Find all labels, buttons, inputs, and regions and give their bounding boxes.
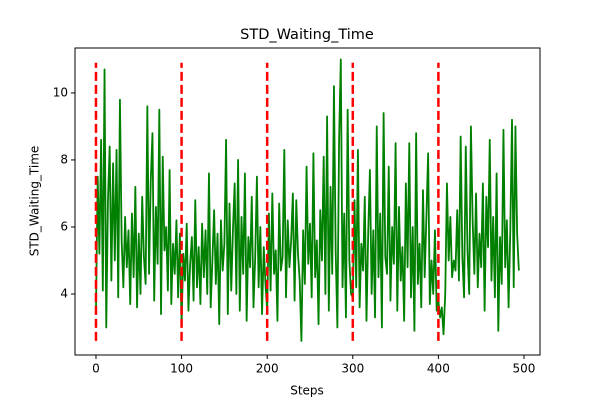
x-axis-label: Steps bbox=[290, 384, 324, 398]
y-tick-label: 4 bbox=[60, 287, 68, 301]
y-tick-label: 10 bbox=[53, 85, 68, 99]
x-tick-label: 0 bbox=[92, 362, 100, 376]
plot-frame bbox=[74, 47, 541, 356]
x-tick-label: 400 bbox=[427, 362, 450, 376]
chart-title: STD_Waiting_Time bbox=[240, 27, 374, 43]
x-tick-label: 500 bbox=[513, 362, 536, 376]
y-tick-label: 6 bbox=[60, 219, 68, 233]
x-tick-label: 300 bbox=[341, 362, 364, 376]
x-tick-label: 100 bbox=[170, 362, 193, 376]
y-axis-label: STD_Waiting_Time bbox=[28, 146, 42, 257]
y-tick-label: 8 bbox=[60, 152, 68, 166]
x-tick-label: 200 bbox=[256, 362, 279, 376]
data-line bbox=[95, 58, 520, 342]
